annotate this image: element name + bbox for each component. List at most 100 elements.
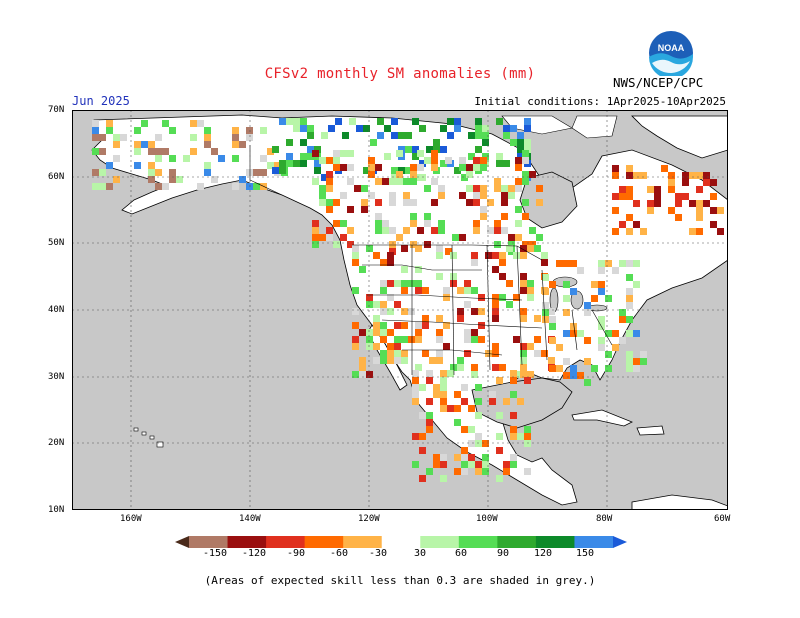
- anomaly-cell: [389, 248, 396, 255]
- anomaly-cell: [408, 308, 415, 315]
- anomaly-cell: [394, 336, 401, 343]
- anomaly-cell: [440, 377, 447, 384]
- anomaly-cell: [492, 294, 499, 301]
- anomaly-cell: [415, 364, 422, 371]
- anomaly-cell: [314, 146, 321, 153]
- anomaly-cell: [570, 372, 577, 379]
- anomaly-cell: [492, 343, 499, 350]
- lat-label: 30N: [48, 372, 65, 382]
- anomaly-cell: [503, 160, 510, 167]
- anomaly-cell: [412, 146, 419, 153]
- anomaly-cell: [480, 192, 487, 199]
- lat-label: 40N: [48, 305, 65, 315]
- anomaly-cell: [501, 185, 508, 192]
- anomaly-cell: [148, 169, 155, 176]
- colorbar-label: -150: [203, 548, 228, 559]
- anomaly-cell: [440, 146, 447, 153]
- anomaly-cell: [468, 440, 475, 447]
- anomaly-cell: [366, 301, 373, 308]
- anomaly-cell: [333, 157, 340, 164]
- anomaly-cell: [654, 193, 661, 200]
- anomaly-cell: [183, 155, 190, 162]
- anomaly-cell: [626, 330, 633, 337]
- anomaly-cell: [508, 185, 515, 192]
- anomaly-cell: [366, 294, 373, 301]
- anomaly-cell: [524, 433, 531, 440]
- anomaly-cell: [134, 127, 141, 134]
- anomaly-cell: [640, 172, 647, 179]
- anomaly-cell: [612, 267, 619, 274]
- anomaly-cell: [354, 185, 361, 192]
- anomaly-cell: [419, 412, 426, 419]
- anomaly-cell: [279, 167, 286, 174]
- anomaly-cell: [321, 132, 328, 139]
- anomaly-cell: [570, 330, 577, 337]
- anomaly-cell: [375, 164, 382, 171]
- anomaly-cell: [480, 213, 487, 220]
- anomaly-cell: [389, 192, 396, 199]
- anomaly-cell: [527, 343, 534, 350]
- arctic-island: [571, 115, 618, 139]
- anomaly-cell: [510, 454, 517, 461]
- anomaly-cell: [549, 323, 556, 330]
- anomaly-cell: [478, 294, 485, 301]
- anomaly-cell: [417, 227, 424, 234]
- anomaly-cell: [503, 398, 510, 405]
- colorbar-segment: [574, 536, 614, 548]
- anomaly-cell: [457, 315, 464, 322]
- anomaly-cell: [541, 259, 548, 266]
- anomaly-cell: [312, 150, 319, 157]
- anomaly-cell: [626, 288, 633, 295]
- anomaly-cell: [612, 172, 619, 179]
- anomaly-cell: [443, 343, 450, 350]
- anomaly-cell: [517, 433, 524, 440]
- anomaly-cell: [468, 153, 475, 160]
- anomaly-cell: [272, 167, 279, 174]
- anomaly-cell: [668, 186, 675, 193]
- anomaly-cell: [598, 281, 605, 288]
- anomaly-cell: [99, 134, 106, 141]
- lon-label: 160W: [120, 514, 142, 524]
- anomaly-cell: [524, 440, 531, 447]
- anomaly-cell: [480, 164, 487, 171]
- colorbar-label: -120: [242, 548, 267, 559]
- anomaly-cell: [517, 132, 524, 139]
- anomaly-cell: [352, 371, 359, 378]
- anomaly-cell: [333, 241, 340, 248]
- anomaly-cell: [626, 302, 633, 309]
- anomaly-cell: [482, 440, 489, 447]
- anomaly-cell: [654, 186, 661, 193]
- anomaly-cell: [300, 153, 307, 160]
- anomaly-cell: [352, 308, 359, 315]
- anomaly-cell: [480, 157, 487, 164]
- colorbar-label: -60: [330, 548, 349, 559]
- anomaly-cell: [293, 160, 300, 167]
- anomaly-cell: [410, 199, 417, 206]
- anomaly-cell: [426, 370, 433, 377]
- anomaly-cell: [396, 150, 403, 157]
- noaa-logo: NOAA: [648, 30, 694, 80]
- anomaly-cell: [436, 357, 443, 364]
- anomaly-cell: [352, 336, 359, 343]
- anomaly-cell: [475, 384, 482, 391]
- anomaly-cell: [536, 199, 543, 206]
- anomaly-cell: [717, 228, 724, 235]
- anomaly-cell: [204, 169, 211, 176]
- anomaly-cell: [419, 125, 426, 132]
- anomaly-cell: [584, 302, 591, 309]
- anomaly-cell: [633, 221, 640, 228]
- anomaly-cell: [368, 157, 375, 164]
- anomaly-cell: [169, 169, 176, 176]
- anomaly-cell: [197, 120, 204, 127]
- anomaly-cell: [461, 454, 468, 461]
- colorbar-label: -90: [287, 548, 306, 559]
- anomaly-cell: [352, 245, 359, 252]
- anomaly-cell: [415, 336, 422, 343]
- anomaly-cell: [527, 280, 534, 287]
- anomaly-cell: [148, 141, 155, 148]
- anomaly-cell: [468, 426, 475, 433]
- anomaly-cell: [520, 280, 527, 287]
- anomaly-cell: [134, 162, 141, 169]
- lat-label: 20N: [48, 438, 65, 448]
- anomaly-cell: [347, 227, 354, 234]
